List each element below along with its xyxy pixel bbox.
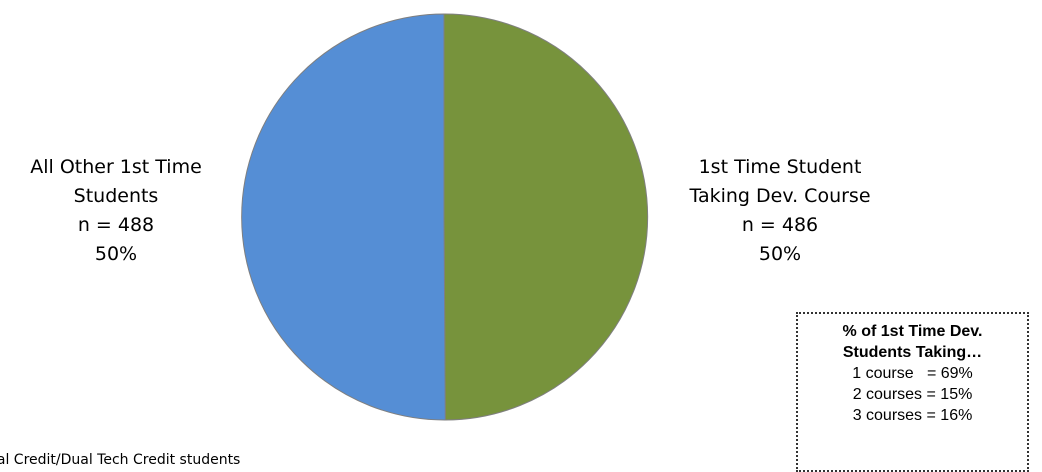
slice-label-dev-percent: 50% bbox=[758, 243, 802, 265]
course-breakdown-title: % of 1st Time Dev. Students Taking… bbox=[798, 321, 1027, 363]
course-breakdown-title-line2: Students Taking… bbox=[842, 344, 983, 361]
course-breakdown-item-1: 1 course = 69% bbox=[852, 365, 973, 382]
slice-label-other-n: n = 488 bbox=[77, 214, 155, 236]
slice-label-dev-course: 1st Time Student Taking Dev. Course n = … bbox=[655, 153, 905, 269]
slice-label-dev-line1: 1st Time Student bbox=[698, 156, 862, 178]
course-breakdown-title-line1: % of 1st Time Dev. bbox=[842, 323, 983, 340]
slice-label-other-line1: All Other 1st Time bbox=[30, 156, 202, 178]
pie-slice-other-students bbox=[241, 13, 446, 421]
course-breakdown-item-2: 2 courses = 15% bbox=[852, 386, 973, 403]
course-breakdown-item-3: 3 courses = 16% bbox=[852, 407, 973, 424]
slice-label-other-students: All Other 1st Time Students n = 488 50% bbox=[0, 153, 232, 269]
footnote: ual Credit/Dual Tech Credit students bbox=[0, 452, 241, 468]
course-breakdown-box: % of 1st Time Dev. Students Taking… 1 co… bbox=[796, 312, 1029, 472]
slice-label-other-percent: 50% bbox=[94, 243, 138, 265]
course-breakdown-list: 1 course = 69% 2 courses = 15% 3 courses… bbox=[798, 363, 1027, 426]
slice-label-other-line2: Students bbox=[73, 185, 159, 207]
slice-label-dev-n: n = 486 bbox=[741, 214, 819, 236]
pie-slice-dev-course bbox=[443, 13, 649, 421]
slice-label-dev-line2: Taking Dev. Course bbox=[689, 185, 871, 207]
